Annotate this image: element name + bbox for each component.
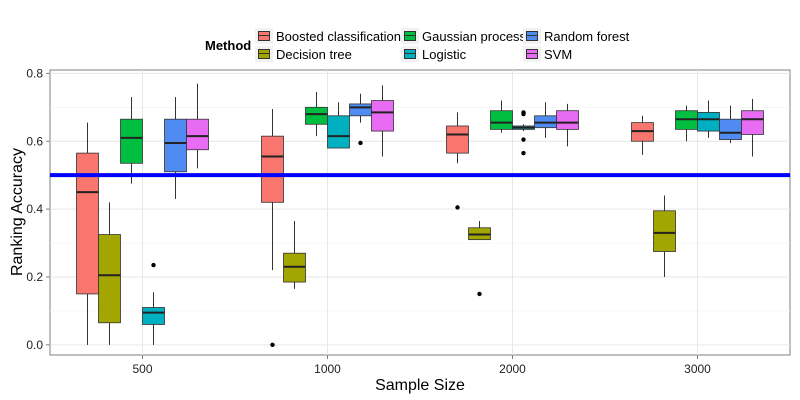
box-gaussian-process-1000 <box>305 92 328 137</box>
outlier-point <box>477 291 482 297</box>
y-tick-label: 0.8 <box>26 66 43 80</box>
box-svm-1000 <box>371 85 394 157</box>
legend-label: Gaussian process <box>422 28 527 44</box>
box-iqr <box>697 112 720 132</box>
legend-item: Boosted classification <box>255 28 401 44</box>
box-gaussian-process-2000 <box>490 100 513 133</box>
box-iqr <box>261 135 284 203</box>
y-tick-label: 0.2 <box>26 270 43 284</box>
box-boosted-classification-500 <box>76 122 99 345</box>
box-svm-500 <box>186 83 209 169</box>
box-boosted-classification-2000 <box>446 112 469 210</box>
box-iqr <box>98 234 121 324</box>
box-iqr <box>719 118 742 140</box>
legend-title: Method <box>205 38 252 53</box>
box-decision-tree-2000 <box>468 220 491 297</box>
box-gaussian-process-500 <box>120 97 143 184</box>
legend-item: Gaussian process <box>401 28 526 44</box>
legend-swatch <box>523 28 541 44</box>
box-decision-tree-3000 <box>653 195 676 277</box>
box-decision-tree-500 <box>98 202 121 345</box>
box-logistic-1000 <box>327 102 350 149</box>
outlier-point <box>151 262 156 268</box>
box-logistic-2000 <box>512 110 535 156</box>
box-iqr <box>142 307 165 325</box>
box-iqr <box>741 110 764 135</box>
legend-swatch <box>523 46 541 62</box>
y-tick-label: 0.0 <box>26 338 43 352</box>
box-iqr <box>327 115 350 149</box>
y-axis-title: Ranking Accuracy <box>9 148 26 276</box>
legend-swatch <box>401 46 419 62</box>
box-iqr <box>653 210 676 252</box>
legend-label: Decision tree <box>276 46 352 62</box>
legend-item: Random forest <box>523 28 629 44</box>
legend-item: SVM <box>523 46 572 62</box>
legend-label: Logistic <box>422 46 467 62</box>
box-iqr <box>490 110 513 130</box>
outlier-point <box>521 150 526 156</box>
y-tick-layer: 0.0 0.2 0.4 0.6 0.8 <box>26 66 50 352</box>
box-iqr <box>120 118 143 164</box>
outlier-point <box>358 140 363 146</box>
legend-label: SVM <box>544 46 573 62</box>
box-iqr <box>446 125 469 154</box>
box-boosted-classification-1000 <box>261 109 284 348</box>
box-iqr <box>164 118 187 173</box>
outlier-point <box>521 137 526 142</box>
legend-swatch <box>255 28 273 44</box>
outlier-point <box>455 205 460 210</box>
legend-label: Random forest <box>544 28 630 44</box>
legend-swatch <box>401 28 419 44</box>
box-boosted-classification-3000 <box>631 115 654 155</box>
legend-item: Decision tree <box>255 46 352 62</box>
legend-label: Boosted classification <box>276 28 402 44</box>
box-decision-tree-1000 <box>283 220 306 289</box>
box-iqr <box>305 106 328 125</box>
legend-swatch <box>255 46 273 62</box>
x-tick-label: 3000 <box>684 362 711 376</box>
x-axis-title: Sample Size <box>375 377 465 394</box>
box-gaussian-process-3000 <box>675 105 698 142</box>
box-iqr <box>556 110 579 130</box>
box-iqr <box>76 152 99 295</box>
box-iqr <box>371 100 394 132</box>
y-tick-label: 0.4 <box>26 202 43 216</box>
x-tick-label: 1000 <box>314 362 341 376</box>
legend-item: Logistic <box>401 46 466 62</box>
x-tick-label: 500 <box>132 362 152 376</box>
box-iqr <box>349 103 372 117</box>
outlier-point <box>521 110 526 115</box>
box-logistic-500 <box>142 262 165 345</box>
box-svm-3000 <box>741 98 764 157</box>
x-tick-label: 2000 <box>499 362 526 376</box>
box-iqr <box>186 118 209 151</box>
x-tick-layer: 500 1000 2000 3000 <box>132 355 711 376</box>
y-tick-label: 0.6 <box>26 134 43 148</box>
box-svm-2000 <box>556 103 579 147</box>
outlier-point <box>270 342 275 348</box>
box-layer <box>76 83 764 348</box>
